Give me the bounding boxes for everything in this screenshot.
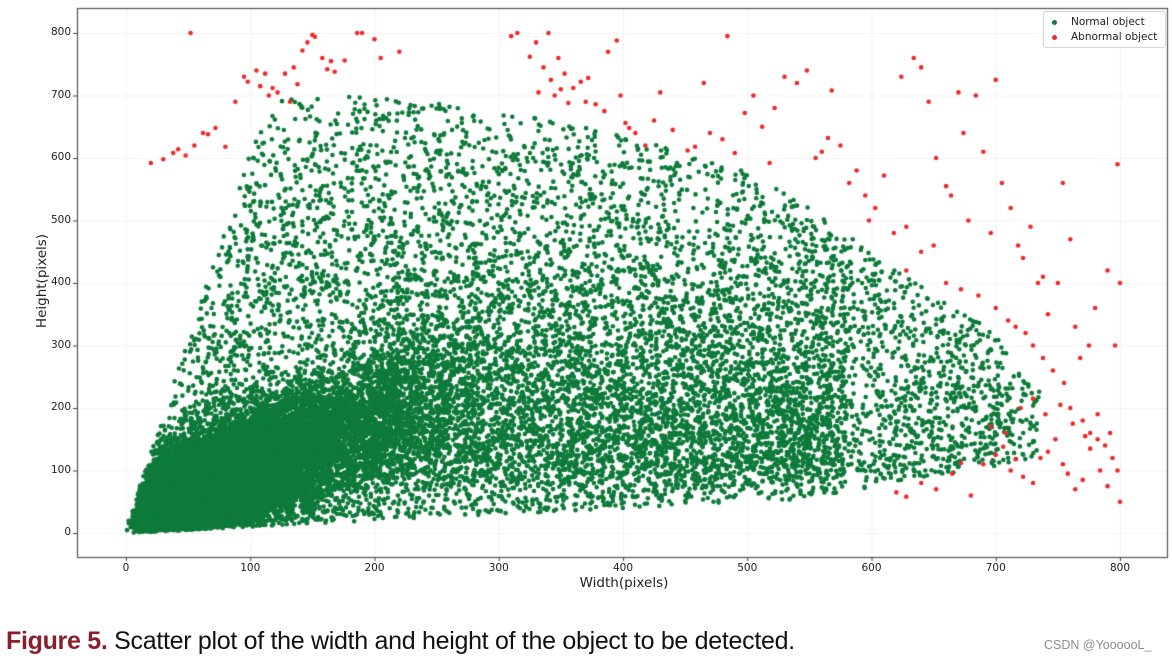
normal-marker-icon: [1052, 19, 1057, 25]
x-tick-label: 200: [364, 562, 385, 574]
caption-text: Scatter plot of the width and height of …: [107, 627, 795, 655]
legend-item-normal: Normal object: [1052, 15, 1145, 29]
legend-label-normal: Normal object: [1071, 16, 1145, 28]
x-axis-label: Width(pixels): [579, 575, 669, 591]
x-tick-label: 400: [612, 562, 634, 574]
y-tick-label: 0: [64, 526, 71, 538]
chart-legend: Normal object Abnormal object: [1043, 11, 1166, 48]
figure-caption: Figure 5. Scatter plot of the width and …: [6, 627, 795, 656]
x-tick-label: 700: [985, 562, 1006, 574]
x-tick-label: 300: [488, 562, 509, 574]
figure-label: Figure 5.: [6, 627, 108, 655]
y-axis-label: Height(pixels): [34, 233, 50, 329]
watermark: CSDN @YoooooL_: [1044, 638, 1152, 652]
legend-item-abnormal: Abnormal object: [1052, 30, 1157, 44]
y-tick-label: 500: [50, 213, 71, 226]
y-tick-label: 200: [50, 401, 71, 413]
x-tick-label: 500: [737, 562, 758, 574]
y-tick-label: 400: [50, 276, 71, 288]
x-tick-label: 600: [861, 562, 882, 574]
y-tick-label: 600: [50, 151, 71, 163]
x-tick-label: 100: [240, 562, 261, 574]
x-tick-label: 0: [122, 562, 130, 574]
y-tick-label: 100: [50, 463, 71, 476]
y-tick-label: 700: [50, 88, 71, 101]
scatter-plot-canvas: [0, 0, 1172, 600]
legend-label-abnormal: Abnormal object: [1071, 31, 1158, 43]
abnormal-marker-icon: [1052, 34, 1057, 40]
y-tick-label: 800: [50, 26, 71, 38]
x-tick-label: 800: [1109, 562, 1131, 574]
y-tick-label: 300: [50, 338, 71, 351]
